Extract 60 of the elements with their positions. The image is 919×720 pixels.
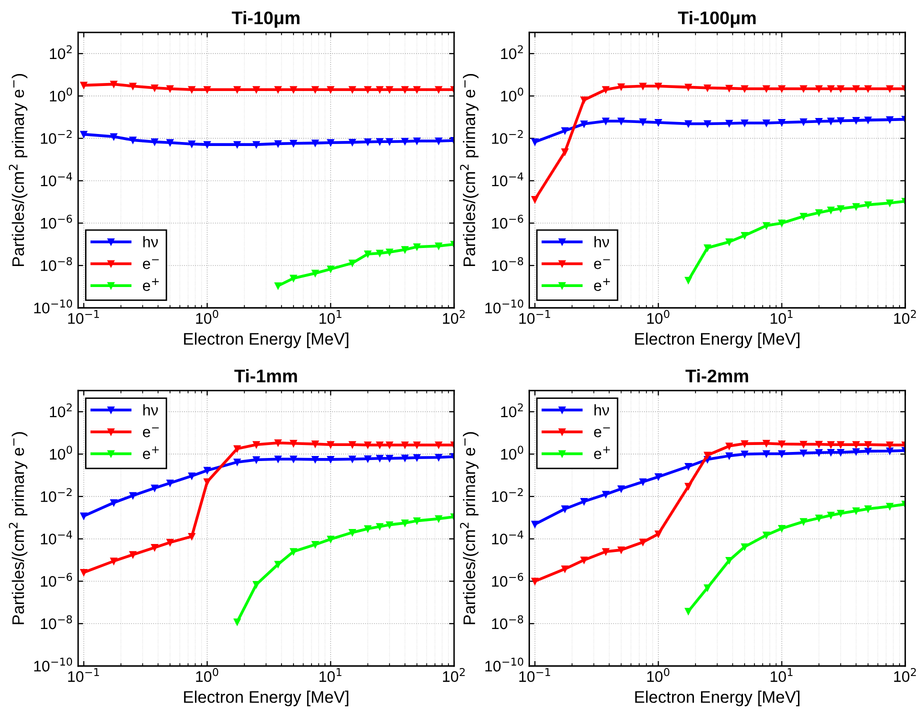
- legend-label: e$^{−}$: [142, 259, 159, 270]
- y-tick-label: 10$^{0}$: [50, 446, 72, 460]
- y-tick-label: 10$^{−2}$: [40, 488, 72, 502]
- y-tick-label: 10$^{−4}$: [40, 172, 72, 186]
- y-tick-label: 10$^{−8}$: [40, 615, 72, 630]
- x-tick-label: 10$^{1}$: [770, 310, 793, 324]
- y-tick-label: 10$^{2}$: [50, 45, 72, 60]
- x-tick-label: 10$^{1}$: [320, 310, 342, 324]
- x-tick-label: 10$^{0}$: [647, 668, 670, 682]
- y-tick-label: 10$^{−2}$: [492, 130, 523, 144]
- y-tick-label: 10$^{0}$: [501, 446, 524, 460]
- legend-label: e$^{+}$: [142, 446, 159, 460]
- y-tick-label: 10$^{−8}$: [492, 615, 524, 630]
- legend-label: hν: [594, 404, 609, 416]
- x-tick-label: 10$^{0}$: [647, 310, 670, 324]
- x-axis-title: Electron Energy [MeV]: [635, 332, 800, 348]
- chart-title: Ti-2mm: [685, 369, 748, 382]
- y-tick-label: 10$^{−6}$: [40, 214, 72, 229]
- x-tick-label: 10$^{2}$: [894, 310, 916, 324]
- x-tick-label: 10$^{2}$: [443, 668, 465, 682]
- y-tick-label: 10$^{0}$: [501, 88, 524, 102]
- y-tick-label: 10$^{−8}$: [492, 257, 524, 272]
- y-tick-label: 10$^{−4}$: [492, 172, 524, 186]
- y-tick-label: 10$^{−6}$: [492, 572, 524, 587]
- x-tick-label: 10$^{2}$: [894, 668, 916, 682]
- y-tick-label: 10$^{−4}$: [492, 530, 524, 544]
- x-tick-label: 10$^{2}$: [443, 310, 465, 324]
- x-axis-title: Electron Energy [MeV]: [635, 690, 800, 706]
- legend-label: hν: [143, 404, 158, 416]
- x-tick-label: 10$^{1}$: [770, 668, 793, 682]
- y-axis-title: Particles/(cm$^{2}$ primary e$^{−}$): [460, 74, 478, 266]
- chart-title: Ti-100μm: [678, 10, 756, 28]
- y-tick-label: 10$^{−8}$: [40, 257, 72, 272]
- legend-label: e$^{−}$: [142, 427, 159, 438]
- y-tick-label: 10$^{−2}$: [40, 130, 72, 144]
- legend-label: e$^{+}$: [594, 278, 610, 291]
- y-tick-label: 10$^{0}$: [50, 88, 72, 102]
- legend-label: e$^{−}$: [594, 427, 610, 438]
- x-tick-label: 10$^{0}$: [196, 668, 218, 682]
- x-tick-label: 10$^{0}$: [196, 310, 218, 324]
- y-tick-label: 10$^{−6}$: [492, 214, 524, 229]
- legend-label: e$^{−}$: [594, 259, 610, 270]
- x-tick-label: 10$^{1}$: [320, 668, 342, 682]
- legend-label: e$^{+}$: [142, 278, 159, 291]
- y-tick-label: 10$^{−2}$: [492, 488, 523, 502]
- y-tick-label: 10$^{2}$: [50, 403, 72, 418]
- legend-label: hν: [594, 236, 609, 248]
- chart-title: Ti-1mm: [234, 369, 297, 382]
- y-tick-label: 10$^{−4}$: [40, 530, 72, 544]
- legend-label: e$^{+}$: [594, 446, 610, 460]
- y-tick-label: 10$^{2}$: [501, 403, 523, 418]
- y-tick-label: 10$^{−6}$: [40, 572, 72, 587]
- x-axis-title: Electron Energy [MeV]: [184, 690, 348, 706]
- y-axis-title: Particles/(cm$^{2}$ primary e$^{−}$): [8, 432, 28, 624]
- x-axis-title: Electron Energy [MeV]: [184, 332, 348, 348]
- y-tick-label: 10$^{2}$: [501, 45, 523, 60]
- y-axis-title: Particles/(cm$^{2}$ primary e$^{−}$): [460, 432, 478, 624]
- legend-label: hν: [143, 236, 158, 248]
- chart-title: Ti-10μm: [232, 10, 300, 28]
- y-axis-title: Particles/(cm$^{2}$ primary e$^{−}$): [8, 74, 28, 266]
